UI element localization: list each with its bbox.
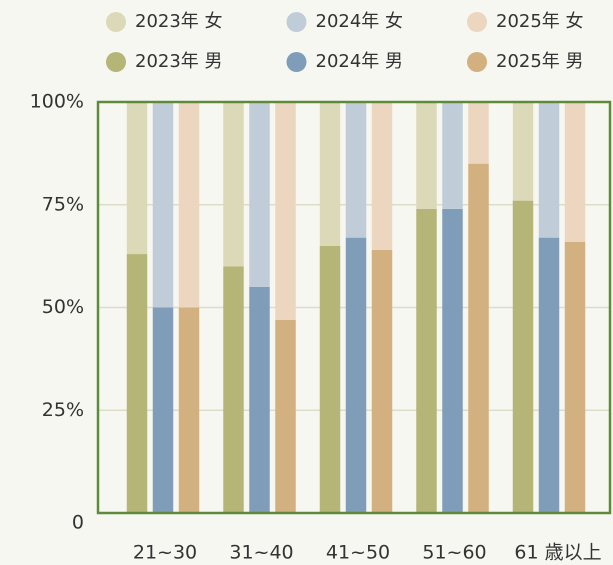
y-tick-label: 25%: [42, 399, 84, 421]
bar: [371, 102, 393, 250]
bar: [538, 237, 560, 513]
y-tick-label: 75%: [42, 193, 84, 215]
legend-swatch: [106, 12, 126, 32]
bar: [275, 102, 296, 320]
bar: [152, 307, 174, 513]
bar: [442, 102, 463, 209]
legend-label: 2025年 女: [496, 11, 584, 32]
x-tick-label: 21~30: [133, 542, 197, 564]
bar: [564, 102, 586, 242]
legend-label: 2023年 男: [135, 51, 223, 72]
bar: [345, 102, 367, 238]
bar: [416, 208, 437, 514]
x-tick-label: 41~50: [326, 542, 390, 564]
bar: [468, 163, 489, 513]
x-tick-label: 31~40: [229, 542, 293, 564]
legend-label: 2024年 女: [316, 11, 404, 32]
y-tick-label: 100%: [30, 91, 84, 113]
bar: [512, 200, 534, 513]
bar: [223, 266, 244, 513]
legend-swatch: [286, 12, 307, 32]
legend-label: 2024年 男: [316, 51, 404, 72]
bar: [249, 102, 270, 287]
bar: [564, 241, 586, 514]
y-tick-label: 0: [72, 512, 84, 534]
legend-label: 2025年 男: [496, 51, 584, 72]
bar: [126, 102, 148, 255]
bar: [416, 102, 437, 209]
bar: [178, 307, 200, 513]
bar: [319, 102, 341, 246]
bar: [178, 102, 200, 308]
legend-swatch: [467, 52, 487, 72]
bar: [512, 102, 534, 201]
plot-border: [96, 100, 612, 515]
bar: [345, 237, 367, 513]
x-tick-label: 51~60: [422, 542, 486, 564]
legend-swatch: [106, 52, 126, 72]
legend-swatch: [286, 52, 307, 72]
bar: [152, 102, 174, 308]
legend-label: 2023年 女: [135, 11, 223, 32]
bar: [249, 286, 270, 513]
bar: [442, 208, 463, 514]
bar: [371, 249, 393, 513]
legend-swatch: [467, 12, 487, 32]
bar: [538, 102, 560, 238]
bar: [223, 102, 244, 267]
bar: [126, 254, 148, 513]
bar: [275, 319, 296, 513]
bar: [468, 102, 489, 164]
bar: [319, 245, 341, 513]
x-tick-label: 61 歳以上: [514, 542, 601, 564]
y-tick-label: 50%: [42, 296, 84, 318]
